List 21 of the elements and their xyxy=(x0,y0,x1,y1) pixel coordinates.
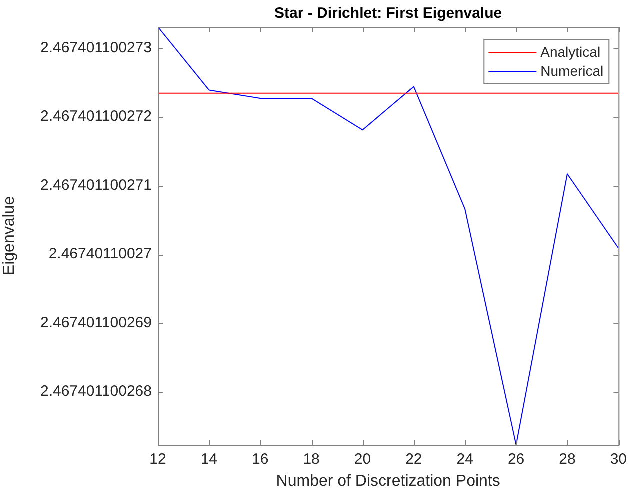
y-tick-label: 2.467401100269 xyxy=(40,314,152,332)
x-tick-label: 20 xyxy=(354,451,372,468)
legend-label: Numerical xyxy=(540,62,604,79)
x-tick-label: 28 xyxy=(559,451,576,468)
y-tick-label: 2.467401100268 xyxy=(40,383,152,400)
x-tick-label: 14 xyxy=(200,451,218,468)
x-tick-label: 24 xyxy=(456,451,474,468)
legend-label: Analytical xyxy=(540,44,601,60)
x-tick-label: 12 xyxy=(150,451,166,468)
y-tick-label: 2.467401100272 xyxy=(40,108,152,126)
y-tick-label: 2.46740110027 xyxy=(48,246,152,263)
x-tick-label: 30 xyxy=(610,451,627,468)
x-tick-label: 22 xyxy=(406,451,422,468)
y-tick-label: 2.467401100271 xyxy=(40,176,152,194)
y-tick-label: 2.467401100273 xyxy=(40,39,152,56)
y-axis-title: Eigenvalue xyxy=(1,196,18,276)
x-tick-label: 16 xyxy=(252,451,269,468)
x-tick-label: 18 xyxy=(303,451,320,468)
chart-title: Star - Dirichlet: First Eigenvalue xyxy=(274,5,502,22)
x-tick-label: 26 xyxy=(508,451,525,468)
x-axis-title: Number of Discretization Points xyxy=(276,472,500,490)
